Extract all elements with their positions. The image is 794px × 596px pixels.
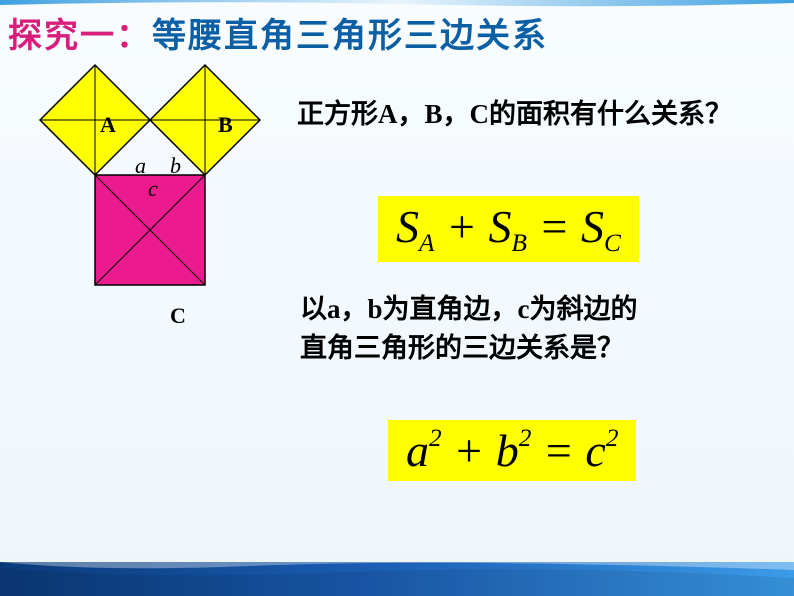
title-segment-2: 等腰直角三角形三边关系 [152, 18, 548, 55]
slide: 探究一：等腰直角三角形三边关系 A B C [0, 0, 794, 596]
formula-pythagorean: a2 + b2 = c2 [388, 420, 636, 481]
question-area-relation: 正方形A，B，C的面积有什么关系？ [297, 92, 732, 131]
edge-label-b: b [170, 153, 181, 179]
edge-label-c: c [148, 176, 158, 202]
vertex-label-c: C [170, 303, 186, 329]
title-segment-1: 探究一： [8, 18, 152, 55]
square-a [40, 65, 150, 175]
question-side-relation: 以a，b为直角边，c为斜边的直角三角形的三边关系是？ [300, 290, 638, 368]
slide-title: 探究一：等腰直角三角形三边关系 [8, 8, 548, 57]
vertex-label-a: A [100, 112, 116, 138]
top-decorative-bar [0, 0, 794, 6]
vertex-label-b: B [218, 112, 233, 138]
formula-area-sum: SA + SB = SC [378, 196, 639, 262]
edge-label-a: a [135, 153, 146, 179]
square-b [150, 65, 260, 175]
geometry-diagram: A B C [0, 55, 300, 385]
bottom-banner [0, 562, 794, 596]
